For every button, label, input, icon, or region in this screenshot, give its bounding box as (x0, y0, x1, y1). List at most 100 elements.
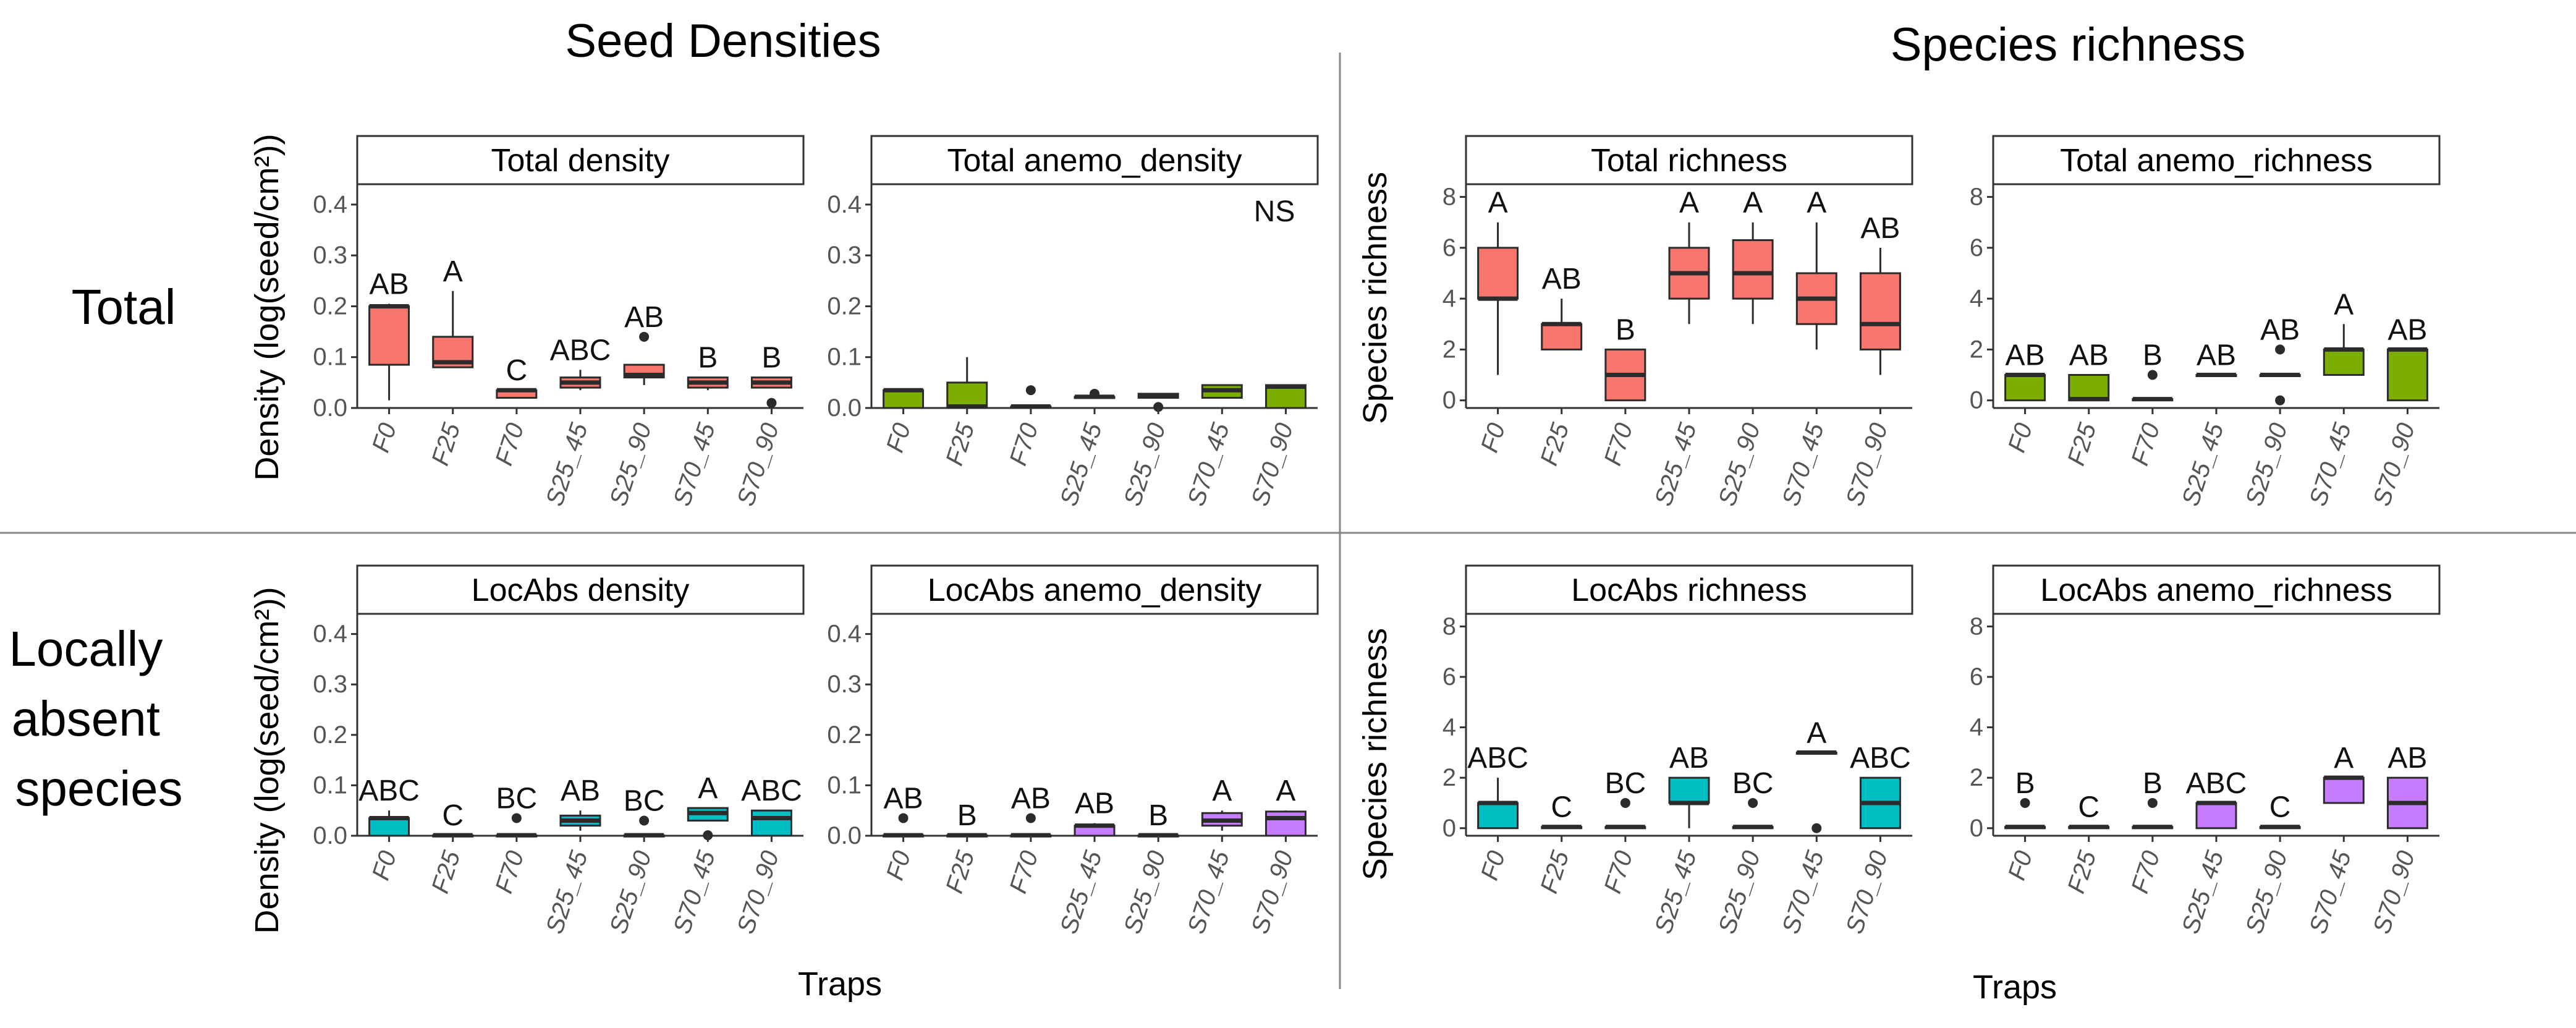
box-S70_45: S70_45 A (2304, 288, 2365, 509)
y-axis-title-density-total: Density (log(seed/cm²)) (248, 134, 286, 480)
y-tick-label: 0.3 (827, 671, 862, 698)
significance-letter: ABC (741, 775, 802, 807)
significance-letter: C (1551, 791, 1572, 824)
y-tick-label: 0.0 (313, 394, 347, 422)
significance-letter: ABC (1850, 742, 1911, 775)
box-body (1732, 239, 1774, 300)
significance-letter: BC (1732, 767, 1774, 800)
y-tick-label: 6 (1970, 663, 1983, 690)
x-tick-label: F70 (2126, 420, 2165, 469)
x-tick-label: F25 (2062, 419, 2101, 469)
box-F70: F70 B (1599, 313, 1646, 469)
outlier-point (511, 813, 522, 823)
x-tick-label: S70_90 (732, 420, 784, 509)
panel-total_anemo_richness: Total anemo_richness 0 2 4 6 8 F0 AB F25 AB F70 B S2… (1970, 135, 2441, 509)
significance-letter: B (957, 799, 977, 832)
facet-strip (356, 135, 805, 185)
significance-letter: BC (496, 782, 538, 815)
facet-strip (870, 135, 1319, 185)
significance-letter: AB (1542, 263, 1582, 295)
x-tick-label: F25 (426, 847, 465, 896)
y-tick-label: 6 (1443, 663, 1456, 690)
significance-letter: AB (2387, 313, 2427, 346)
y-tick-label: 0 (1443, 387, 1456, 414)
outlier-point (1620, 797, 1630, 808)
significance-letter: C (442, 799, 464, 832)
significance-letter: AB (1011, 782, 1051, 815)
x-tick-label: S25_90 (1713, 847, 1765, 937)
facet-title: Total richness (1591, 143, 1787, 179)
x-tick-label: S25_90 (1119, 847, 1171, 937)
box-F0: F0 ABC (1467, 742, 1528, 883)
box-body (368, 817, 410, 837)
y-tick-label: 0.2 (827, 721, 862, 749)
y-tick-label: 0.3 (313, 242, 347, 269)
box-body (2323, 776, 2365, 804)
outlier-point (898, 813, 909, 823)
significance-letter: AB (2387, 742, 2427, 775)
outlier-point (1811, 823, 1822, 833)
y-axis-title-density-local: Density (log(seed/cm²)) (248, 587, 286, 933)
x-tick-label: S70_45 (668, 419, 721, 509)
x-tick-label: F70 (1599, 420, 1638, 469)
x-tick-label: F0 (1476, 847, 1510, 883)
box-S25_90: S25_90 (1119, 393, 1179, 509)
significance-letter: AB (2260, 313, 2300, 346)
box-F70: F70 B (2126, 767, 2174, 896)
significance-letter: A (1679, 187, 1699, 219)
y-axis-title-richness-total: Species richness (1357, 172, 1394, 424)
x-tick-label: F70 (2126, 847, 2165, 896)
row-label-total: Total (72, 279, 176, 334)
facet-strip (1992, 564, 2441, 615)
outlier-point (2147, 797, 2158, 808)
significance-letter: B (1148, 799, 1168, 832)
significance-letter: AB (2069, 339, 2109, 372)
box-F0: F0 A (1476, 187, 1519, 456)
x-tick-label: S70_90 (732, 847, 784, 937)
box-F70: F70 AB (1004, 782, 1052, 896)
box-S25_45: S25_45 (1055, 388, 1116, 509)
y-tick-label: 0.4 (827, 191, 862, 218)
outlier-point (1090, 388, 1099, 399)
y-tick-label: 0 (1970, 387, 1983, 414)
y-axis-title-richness-local: Species richness (1357, 628, 1394, 880)
x-tick-label: S25_90 (604, 847, 656, 937)
x-tick-label: F25 (941, 847, 980, 896)
box-S25_45: S25_45 AB (541, 775, 601, 937)
significance-letter: A (1276, 775, 1295, 807)
box-S70_90: S70_90 B (732, 342, 792, 509)
row-label-local-line-2: absent (12, 691, 160, 746)
box-S70_45: S70_45 A (668, 772, 729, 937)
outlier-point (2147, 370, 2158, 380)
x-tick-label: S25_45 (1650, 847, 1702, 937)
facet-strip (356, 564, 805, 615)
x-tick-label: S25_45 (2177, 419, 2229, 509)
outlier-point (1025, 813, 1036, 823)
significance-letter: A (1807, 187, 1826, 219)
row-label-local-line-3: species (15, 761, 182, 816)
box-S25_45: S25_45 AB (2177, 339, 2237, 509)
facet-strip (870, 564, 1319, 615)
y-tick-label: 4 (1443, 285, 1456, 312)
facet-strip (1992, 135, 2441, 185)
box-F0: F0 (881, 388, 925, 456)
panel-total_anemo_density: Total anemo_density 0.0 0.1 0.2 0.3 0.4 F0 F25 F… (827, 135, 1319, 509)
y-tick-label: 6 (1443, 234, 1456, 261)
x-tick-label: S25_90 (1119, 420, 1171, 509)
significance-letter: A (2334, 288, 2354, 321)
y-tick-label: 0 (1443, 815, 1456, 842)
box-S25_90: S25_90 BC (604, 785, 665, 937)
x-tick-label: S25_90 (2240, 847, 2292, 937)
y-tick-label: 8 (1443, 613, 1456, 640)
y-tick-label: 2 (1970, 764, 1983, 791)
significance-letter: B (2143, 339, 2163, 372)
significance-letter: B (1616, 313, 1635, 346)
significance-letter: AB (561, 775, 600, 807)
significance-letter: AB (370, 268, 409, 300)
significance-letter: B (2015, 767, 2035, 800)
box-F70: F70 BC (1599, 767, 1646, 896)
y-tick-label: 0.0 (827, 822, 862, 849)
box-body (1859, 272, 1901, 350)
outlier-point (766, 397, 777, 408)
y-tick-label: 0.4 (827, 621, 862, 648)
